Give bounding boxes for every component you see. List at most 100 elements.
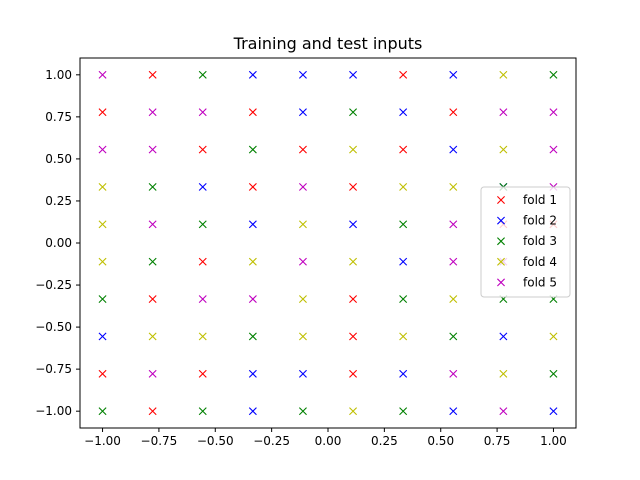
data-point bbox=[298, 145, 307, 154]
data-point bbox=[248, 145, 257, 154]
data-point bbox=[549, 407, 558, 416]
data-point bbox=[449, 70, 458, 79]
data-point bbox=[248, 220, 257, 229]
data-point bbox=[349, 145, 358, 154]
data-point bbox=[349, 182, 358, 191]
data-point bbox=[549, 332, 558, 341]
data-point bbox=[399, 295, 408, 304]
data-point bbox=[549, 369, 558, 378]
data-point bbox=[298, 369, 307, 378]
data-point bbox=[298, 295, 307, 304]
chart-title: Training and test inputs bbox=[233, 34, 423, 53]
data-point bbox=[399, 332, 408, 341]
data-point bbox=[399, 182, 408, 191]
legend-label: fold 1 bbox=[523, 193, 557, 207]
data-point bbox=[248, 407, 257, 416]
data-point bbox=[298, 332, 307, 341]
data-point bbox=[298, 108, 307, 117]
data-point bbox=[98, 108, 107, 117]
data-point bbox=[248, 295, 257, 304]
data-point bbox=[399, 145, 408, 154]
data-point bbox=[148, 145, 157, 154]
x-tick-label: 0.75 bbox=[484, 434, 511, 448]
data-point bbox=[349, 70, 358, 79]
data-point bbox=[198, 332, 207, 341]
legend-marker bbox=[497, 257, 505, 266]
data-point bbox=[399, 369, 408, 378]
data-point bbox=[148, 108, 157, 117]
data-point bbox=[399, 108, 408, 117]
x-tick-label: 0.25 bbox=[371, 434, 398, 448]
x-tick-label: 0.50 bbox=[427, 434, 454, 448]
data-point bbox=[399, 407, 408, 416]
legend-marker bbox=[497, 278, 505, 287]
points-layer bbox=[98, 70, 558, 416]
series-fold-3 bbox=[98, 70, 558, 416]
data-point bbox=[148, 295, 157, 304]
x-tick-label: −0.50 bbox=[197, 434, 234, 448]
data-point bbox=[298, 182, 307, 191]
data-point bbox=[499, 145, 508, 154]
legend-label: fold 4 bbox=[523, 255, 557, 269]
data-point bbox=[148, 70, 157, 79]
data-point bbox=[198, 407, 207, 416]
y-tick-label: 0.00 bbox=[45, 236, 72, 250]
series-fold-4 bbox=[98, 70, 558, 416]
data-point bbox=[148, 220, 157, 229]
data-point bbox=[98, 220, 107, 229]
data-point bbox=[298, 407, 307, 416]
data-point bbox=[399, 257, 408, 266]
y-tick-label: 1.00 bbox=[45, 68, 72, 82]
data-point bbox=[399, 220, 408, 229]
y-tick-label: −0.25 bbox=[35, 278, 72, 292]
data-point bbox=[449, 369, 458, 378]
y-tick-label: 0.25 bbox=[45, 194, 72, 208]
x-tick-label: −1.00 bbox=[84, 434, 121, 448]
data-point bbox=[98, 369, 107, 378]
data-point bbox=[98, 182, 107, 191]
data-point bbox=[98, 295, 107, 304]
data-point bbox=[499, 108, 508, 117]
legend-marker bbox=[497, 216, 505, 225]
data-point bbox=[349, 108, 358, 117]
data-point bbox=[198, 369, 207, 378]
data-point bbox=[449, 257, 458, 266]
legend-label: fold 2 bbox=[523, 214, 557, 228]
data-point bbox=[499, 70, 508, 79]
data-point bbox=[148, 182, 157, 191]
y-tick-label: −0.75 bbox=[35, 362, 72, 376]
data-point bbox=[248, 108, 257, 117]
legend: fold 1 fold 2 fold 3 fold 4 fold 5 bbox=[480, 186, 571, 298]
x-tick-label: 1.00 bbox=[540, 434, 567, 448]
data-point bbox=[148, 332, 157, 341]
data-point bbox=[98, 145, 107, 154]
legend-marker bbox=[497, 237, 505, 246]
data-point bbox=[449, 295, 458, 304]
y-tick-label: −1.00 bbox=[35, 404, 72, 418]
data-point bbox=[198, 295, 207, 304]
data-point bbox=[148, 369, 157, 378]
data-point bbox=[449, 220, 458, 229]
x-axis: −1.00 −0.75 −0.50 −0.25 0.00 0.25 0.50 0.75 1.00 bbox=[84, 428, 567, 448]
data-point bbox=[98, 407, 107, 416]
data-point bbox=[298, 70, 307, 79]
y-axis: −1.00 −0.75 −0.50 −0.25 0.00 0.25 0.50 0.75 1.00 bbox=[35, 68, 80, 418]
series-fold-5 bbox=[98, 70, 558, 416]
data-point bbox=[248, 70, 257, 79]
data-point bbox=[298, 257, 307, 266]
x-tick-label: −0.75 bbox=[141, 434, 178, 448]
data-point bbox=[499, 369, 508, 378]
data-point bbox=[198, 182, 207, 191]
data-point bbox=[198, 257, 207, 266]
data-point bbox=[248, 257, 257, 266]
data-point bbox=[98, 332, 107, 341]
data-point bbox=[248, 182, 257, 191]
data-point bbox=[198, 145, 207, 154]
data-point bbox=[449, 407, 458, 416]
data-point bbox=[198, 108, 207, 117]
data-point bbox=[349, 257, 358, 266]
data-point bbox=[499, 407, 508, 416]
data-point bbox=[549, 70, 558, 79]
data-point bbox=[198, 70, 207, 79]
data-point bbox=[148, 257, 157, 266]
